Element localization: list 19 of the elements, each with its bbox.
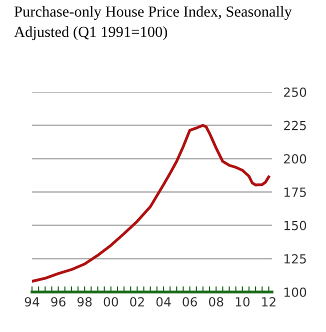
x-tick-label: 08	[208, 297, 224, 307]
x-tick-label: 94	[24, 297, 40, 307]
y-tick-label: 125	[284, 254, 306, 264]
y-tick-label: 100	[284, 287, 306, 297]
x-tick-label: 12	[262, 297, 276, 306]
line-series	[32, 124, 270, 283]
x-tick-label: 00	[104, 297, 118, 307]
x-tick-label: 98	[77, 297, 92, 307]
x-tick-label: 02	[130, 297, 144, 307]
y-tick-label: 150	[284, 220, 306, 230]
x-tick-label: 96	[51, 297, 66, 307]
y-tick-label: 225	[284, 120, 306, 130]
y-tick-label: 175	[284, 188, 306, 197]
x-tick-label: 10	[236, 297, 250, 307]
y-tick-label: 200	[284, 154, 306, 164]
x-tick-label: 04	[156, 297, 171, 307]
x-tick-label: 06	[182, 297, 197, 307]
y-tick-label: 250	[284, 87, 306, 97]
chart-title: Purchase-only House Price Index, Seasonally Adjusted (Q1 1991=100)	[14, 6, 292, 40]
